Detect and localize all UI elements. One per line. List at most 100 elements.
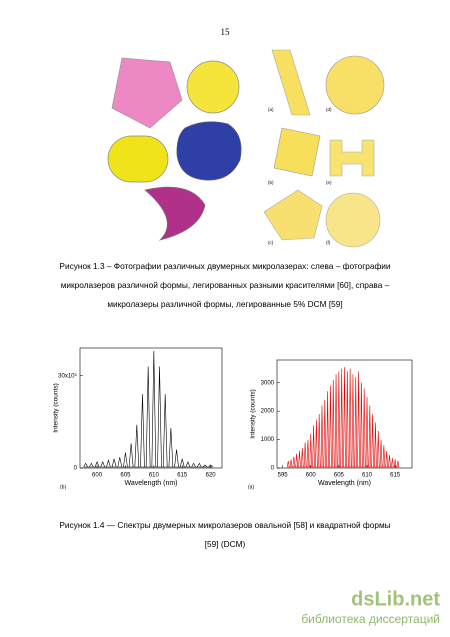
- spectrum-peak: [337, 371, 341, 468]
- spectrum-peak: [83, 462, 88, 468]
- spectrum-peak: [374, 422, 377, 468]
- spectrum-peak: [343, 367, 346, 468]
- spectrum-peak: [396, 460, 400, 468]
- spectrum-peak: [303, 442, 307, 468]
- x-tick-label: 595: [278, 473, 289, 479]
- spectrum-peak: [334, 374, 338, 468]
- spectrum-peak: [117, 457, 123, 468]
- spectrum-peak: [306, 439, 310, 468]
- caption-line: микролазеров различной формы, легированн…: [61, 280, 390, 290]
- circle-photo: [325, 55, 385, 115]
- crescent-photo: [144, 186, 206, 241]
- spectrum-peak: [197, 462, 202, 468]
- spectrum-peak: [326, 391, 329, 468]
- spectrum-peak: [301, 448, 304, 468]
- spectrum-peak: [168, 427, 174, 468]
- x-tick-label: 615: [390, 473, 401, 479]
- x-axis-label: Wavelength (nm): [124, 480, 177, 487]
- y-tick-label: 2000: [261, 409, 275, 415]
- plot-frame: [276, 359, 413, 469]
- square-photo: [273, 127, 321, 177]
- spectrum-peak: [111, 458, 117, 468]
- stadium-photo: [107, 135, 169, 183]
- spectrum-peak: [185, 461, 191, 468]
- spectrum-peak: [331, 379, 335, 468]
- spectrum-peak: [382, 445, 386, 468]
- spectrum-peak: [94, 461, 100, 468]
- spectrum-peak: [202, 464, 208, 468]
- spectrum-peak: [145, 366, 151, 468]
- blob-photo: [176, 121, 242, 181]
- spiral-photo: [325, 192, 381, 248]
- y-tick-label: 0: [74, 466, 78, 472]
- spectrum-peak: [388, 455, 391, 468]
- x-tick-label: 620: [206, 473, 217, 479]
- strip-photo: [271, 49, 311, 116]
- panel-label: (a): [248, 484, 254, 490]
- spectrum-peak: [320, 405, 324, 468]
- y-axis-label: Intensity (counts): [53, 383, 60, 433]
- x-tick-label: 615: [177, 473, 188, 479]
- x-tick-label: 600: [306, 473, 317, 479]
- panel-label: (b): [60, 484, 66, 490]
- spectrum-peak: [295, 453, 298, 468]
- spectrum-peak: [365, 396, 369, 468]
- spectrum-peak: [376, 431, 380, 468]
- plot-frame: [79, 347, 223, 469]
- spectrum-peak: [298, 450, 301, 468]
- spectrum-peak: [151, 351, 157, 468]
- spectrum-peak: [371, 413, 374, 468]
- spectrum-peak: [286, 460, 290, 468]
- spectrum-peak: [289, 459, 293, 468]
- y-tick-label: 0: [271, 466, 275, 472]
- spectrum-peak: [191, 462, 196, 468]
- page-number: 15: [221, 27, 231, 37]
- spectrum-peak: [315, 419, 318, 468]
- spectrum-peak: [162, 394, 168, 468]
- x-tick-label: 605: [120, 473, 131, 479]
- spectrum-peak: [360, 382, 363, 468]
- spectrum-peak: [340, 368, 343, 468]
- panel-label: (e): [326, 180, 332, 185]
- spectrum-peak: [309, 433, 313, 468]
- spectrum-peak: [208, 464, 213, 468]
- watermark-brand: dsLib.net: [351, 588, 440, 610]
- spectrum-peak: [89, 462, 94, 468]
- spectrum-peak: [128, 443, 134, 468]
- y-axis-label: Intensity (counts): [250, 389, 257, 439]
- spectrum-peak: [157, 366, 162, 468]
- spectrum-peak: [134, 424, 140, 468]
- panel-label: (a): [268, 107, 274, 112]
- x-tick-label: 610: [149, 473, 160, 479]
- spectrum-peak: [391, 458, 394, 468]
- x-axis-label: Wavelength (nm): [318, 480, 371, 487]
- x-tick-label: 605: [334, 473, 345, 479]
- spectrum-peak: [329, 385, 332, 468]
- spectrum-peak: [106, 459, 111, 468]
- y-tick-label: 30x10⁵: [58, 372, 77, 379]
- pentagon-photo: [111, 57, 183, 129]
- photos-left: [107, 57, 242, 241]
- caption-line: Рисунок 1.3 – Фотографии различных двуме…: [59, 261, 391, 271]
- spectrum-peak: [174, 449, 179, 468]
- spectrum-peak: [348, 368, 352, 468]
- spectrum-peak: [346, 371, 349, 468]
- spectrum-peak: [323, 399, 327, 468]
- spectrum-peak: [292, 456, 296, 468]
- spectrum-peak: [317, 413, 321, 468]
- spectrum-peak: [393, 459, 397, 468]
- watermark-subtitle: библиотека диссертаций: [301, 612, 440, 626]
- pentagon-photo: [263, 189, 323, 241]
- caption-line: [59] (DCM): [205, 539, 246, 549]
- y-tick-label: 3000: [261, 380, 275, 386]
- photos-right: [263, 49, 385, 248]
- spectrum-peak: [100, 461, 105, 468]
- spectrum-peak: [123, 452, 128, 468]
- x-tick-label: 600: [92, 473, 103, 479]
- panel-label: (b): [268, 180, 274, 185]
- spectrum-peak: [354, 377, 358, 468]
- spectrum-peak: [385, 450, 388, 468]
- spectrum-peak: [179, 458, 185, 468]
- x-tick-label: 610: [362, 473, 373, 479]
